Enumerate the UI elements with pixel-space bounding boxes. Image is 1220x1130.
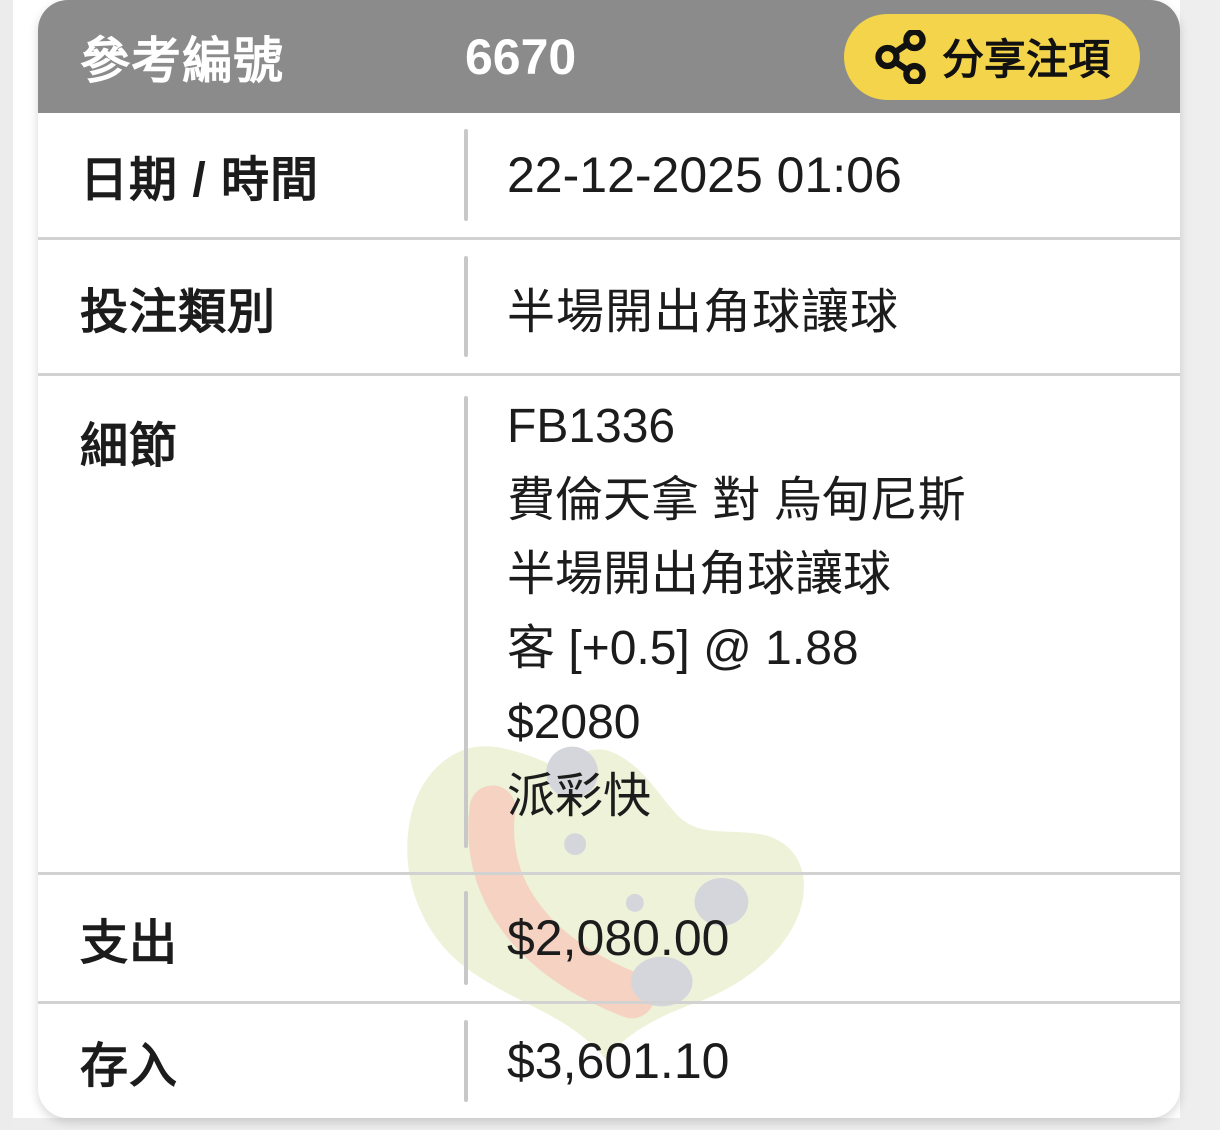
reference-header: 參考編號 6670 分享注項 bbox=[38, 0, 1180, 113]
outlay-label: 支出 bbox=[80, 917, 179, 970]
date-time-label: 日期 / 時間 bbox=[80, 154, 320, 207]
share-bet-button[interactable]: 分享注項 bbox=[843, 13, 1140, 100]
page-edge-right bbox=[1180, 0, 1220, 1130]
page-edge-bottom bbox=[13, 1118, 1180, 1130]
row-outlay: 支出 $2,080.00 bbox=[38, 872, 1180, 1001]
row-bet-type: 投注類別 半場開出角球讓球 bbox=[38, 237, 1180, 373]
share-nodes-icon bbox=[874, 29, 928, 84]
reference-label: 參考編號 bbox=[80, 32, 284, 89]
outlay-value: $2,080.00 bbox=[507, 910, 730, 966]
row-deposit: 存入 $3,601.10 bbox=[38, 1001, 1180, 1118]
bet-type-value: 半場開出角球讓球 bbox=[507, 285, 900, 339]
deposit-label: 存入 bbox=[80, 1040, 179, 1093]
bet-record-card: 參考編號 6670 分享注項 日期 / 時間 22-12-2025 01:06 bbox=[38, 0, 1180, 1118]
row-date-time: 日期 / 時間 22-12-2025 01:06 bbox=[38, 113, 1180, 237]
details-value: FB1336 費倫天拿 對 烏甸尼斯 半場開出角球讓球 客 [+0.5] @ 1… bbox=[507, 400, 966, 823]
date-time-value: 22-12-2025 01:06 bbox=[507, 147, 902, 203]
page-edge-left bbox=[0, 0, 13, 1130]
bet-type-label: 投注類別 bbox=[80, 285, 277, 339]
row-details: 細節 FB1336 費倫天拿 對 烏甸尼斯 半場開出角球讓球 客 [+0.5] … bbox=[38, 373, 1180, 872]
share-bet-label: 分享注項 bbox=[941, 36, 1110, 83]
column-divider bbox=[464, 396, 468, 848]
deposit-value: $3,601.10 bbox=[507, 1033, 730, 1089]
details-label: 細節 bbox=[80, 420, 179, 473]
column-divider bbox=[464, 1020, 468, 1102]
column-divider bbox=[464, 256, 468, 357]
reference-number: 6670 bbox=[465, 28, 577, 85]
column-divider bbox=[464, 129, 468, 221]
column-divider bbox=[464, 891, 468, 985]
